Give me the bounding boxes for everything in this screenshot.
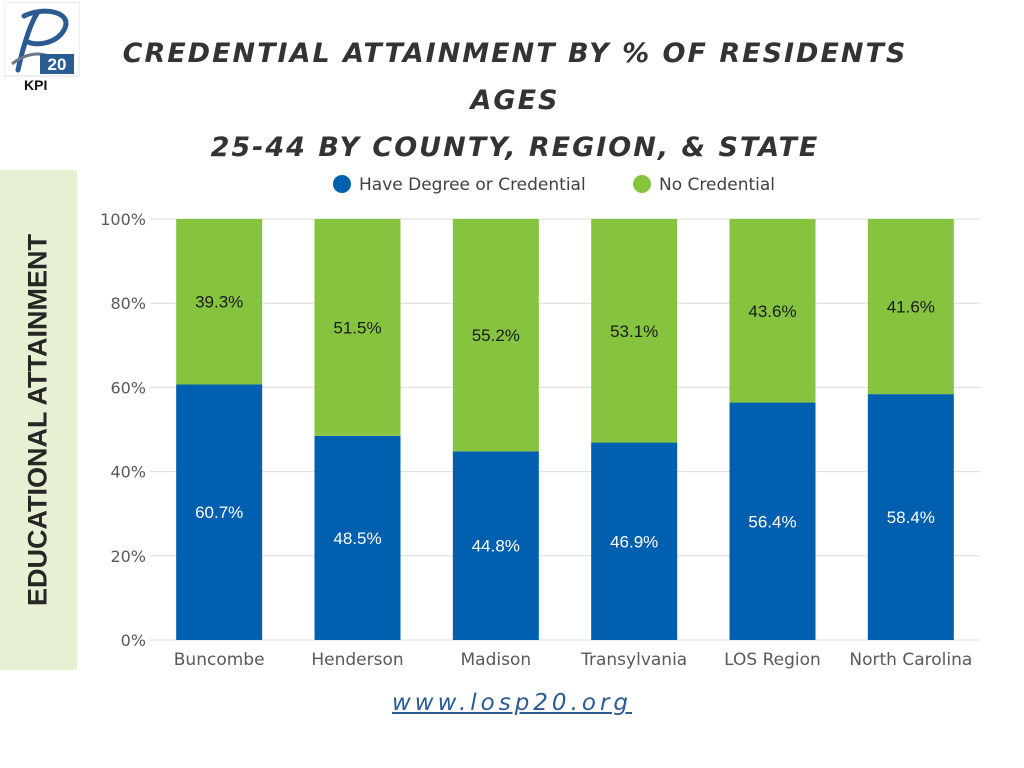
legend: Have Degree or Credential No Credential: [333, 175, 775, 195]
legend-label: Have Degree or Credential: [359, 175, 586, 195]
logo-p-icon: [15, 8, 69, 73]
x-tick-label: Madison: [461, 650, 532, 670]
y-tick-label: 20%: [110, 547, 146, 566]
x-tick-labels: Buncombe Henderson Madison Transylvania LOS …: [174, 650, 973, 670]
x-tick-label: Buncombe: [174, 650, 265, 670]
y-axis-label-panel: [0, 170, 77, 670]
chart-title: CREDENTIAL ATTAINMENT BY % OF RESIDENTS …: [90, 30, 940, 171]
y-tick-labels: 0% 20% 40% 60% 80% 100%: [100, 210, 146, 650]
logo-number: 20: [48, 55, 67, 74]
y-tick-label: 100%: [100, 210, 146, 229]
website-link[interactable]: www.losp20.org: [391, 690, 633, 716]
legend-marker: [633, 175, 651, 193]
bar-degree: [176, 384, 263, 640]
data-label: 53.1%: [610, 322, 658, 341]
bar-no-credential: [314, 219, 401, 436]
x-tick-label: LOS Region: [724, 650, 821, 670]
bar-degree: [591, 442, 678, 640]
data-label: 48.5%: [333, 529, 381, 548]
bars: 60.7% 39.3% 48.5% 51.5% 44.8% 55.2% 46.9% 53.1%…: [176, 219, 954, 640]
title-line-2: 25-44 BY COUNTY, REGION, & STATE: [210, 132, 820, 163]
data-label: 41.6%: [887, 298, 935, 317]
data-label: 43.6%: [748, 302, 796, 321]
data-label: 58.4%: [887, 508, 935, 527]
legend-label: No Credential: [659, 175, 775, 195]
bar-degree: [729, 402, 816, 640]
stacked-bar-chart: 0% 20% 40% 60% 80% 100% 60.7% 39.3% 48.5% 51.5% 4…: [100, 175, 980, 670]
bar-degree: [867, 394, 954, 640]
y-tick-label: 80%: [110, 294, 146, 313]
data-label: 39.3%: [195, 293, 243, 312]
data-label: 51.5%: [333, 318, 381, 337]
bar-no-credential: [729, 219, 816, 403]
data-label: 46.9%: [610, 532, 658, 551]
x-tick-label: Henderson: [311, 650, 403, 670]
bar-no-credential: [591, 219, 678, 443]
x-tick-label: Transylvania: [580, 650, 687, 670]
logo-caption: KPI: [24, 77, 48, 93]
y-tick-label: 0%: [121, 631, 146, 650]
title-line-1: CREDENTIAL ATTAINMENT BY % OF RESIDENTS …: [122, 38, 908, 116]
gridlines: [150, 218, 980, 641]
legend-marker: [333, 175, 351, 193]
data-label: 44.8%: [472, 537, 520, 556]
data-label: 56.4%: [748, 512, 796, 531]
bar-degree: [314, 435, 401, 640]
data-label: 60.7%: [195, 503, 243, 522]
bar-degree: [452, 451, 539, 640]
bar-no-credential: [176, 219, 263, 385]
x-tick-label: North Carolina: [849, 650, 972, 670]
data-label: 55.2%: [472, 326, 520, 345]
bar-no-credential: [452, 219, 539, 452]
y-tick-label: 60%: [110, 378, 146, 397]
logo: 20: [4, 2, 80, 77]
y-tick-label: 40%: [110, 463, 146, 482]
bar-no-credential: [867, 219, 954, 395]
